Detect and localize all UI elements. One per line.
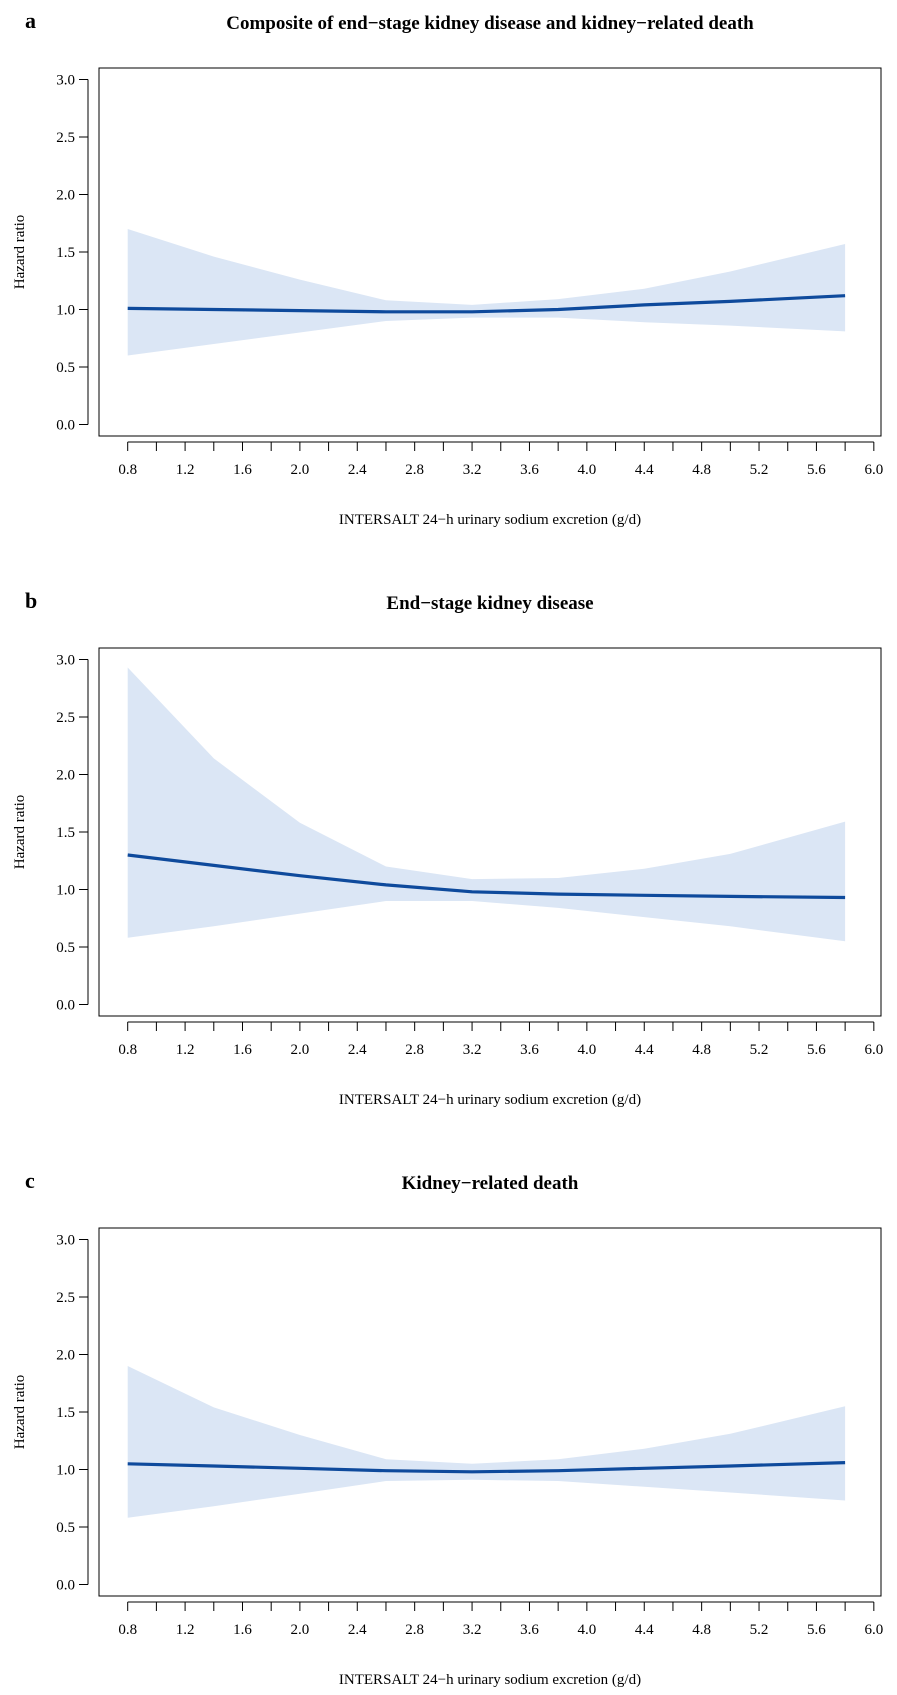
chart-title: Composite of end−stage kidney disease an… [226, 13, 754, 34]
x-tick-label: 2.0 [291, 1622, 310, 1638]
x-tick-label: 3.6 [520, 462, 539, 478]
y-tick-label: 1.5 [56, 1405, 75, 1421]
confidence-band [127, 229, 846, 356]
chart-panel-a: a Composite of end−stage kidney disease a… [12, 8, 883, 528]
y-tick-label: 0.5 [56, 1520, 75, 1536]
y-tick-label: 0.0 [56, 418, 75, 434]
panel-letter: a [25, 8, 36, 33]
x-tick-label: 5.6 [807, 1622, 826, 1638]
x-tick-label: 5.2 [750, 1622, 769, 1638]
x-tick-label: 1.6 [233, 1042, 252, 1058]
y-axis-label: Hazard ratio [12, 795, 28, 870]
x-tick-label: 2.8 [405, 1042, 424, 1058]
hazard-ratio-line [127, 294, 846, 314]
x-tick-label: 6.0 [864, 1622, 883, 1638]
y-tick-label: 2.0 [56, 188, 75, 204]
y-tick-label: 0.0 [56, 998, 75, 1014]
plot-frame [98, 67, 882, 437]
x-axis-label: INTERSALT 24−h urinary sodium excretion … [339, 512, 641, 528]
y-tick-label: 1.0 [56, 1463, 75, 1479]
x-tick-label: 2.8 [405, 1622, 424, 1638]
x-tick-label: 3.2 [463, 462, 482, 478]
y-tick-label: 2.0 [56, 1348, 75, 1364]
x-tick-label: 3.6 [520, 1622, 539, 1638]
chart-title: Kidney−related death [402, 1173, 579, 1194]
x-tick-label: 4.0 [577, 462, 596, 478]
x-tick-label: 2.4 [348, 462, 367, 478]
x-tick-label: 6.0 [864, 462, 883, 478]
plot-frame [98, 647, 882, 1017]
x-tick-label: 2.4 [348, 1042, 367, 1058]
x-tick-label: 0.8 [118, 462, 137, 478]
y-tick-label: 2.5 [56, 1290, 75, 1306]
x-tick-label: 2.4 [348, 1622, 367, 1638]
confidence-band [127, 667, 846, 942]
x-axis-label: INTERSALT 24−h urinary sodium excretion … [339, 1672, 641, 1688]
x-tick-label: 4.0 [577, 1622, 596, 1638]
y-tick-label: 2.5 [56, 130, 75, 146]
y-tick-label: 3.0 [56, 653, 75, 669]
x-tick-label: 1.2 [176, 1042, 195, 1058]
x-tick-label: 2.0 [291, 1042, 310, 1058]
x-tick-label: 5.6 [807, 462, 826, 478]
x-tick-label: 3.6 [520, 1042, 539, 1058]
x-tick-label: 3.2 [463, 1622, 482, 1638]
hazard-ratio-line [127, 1461, 846, 1474]
y-tick-label: 0.5 [56, 360, 75, 376]
y-tick-label: 0.5 [56, 940, 75, 956]
plot-frame [98, 1227, 882, 1597]
confidence-band [127, 1366, 846, 1518]
x-tick-label: 4.8 [692, 1042, 711, 1058]
x-tick-label: 1.2 [176, 462, 195, 478]
chart-panel-c: c Kidney−related death 0.8 1.2 1.6 2.0 2.4 2.8 3… [12, 1168, 883, 1688]
x-axis-label: INTERSALT 24−h urinary sodium excretion … [339, 1092, 641, 1108]
x-tick-label: 4.4 [635, 1622, 654, 1638]
y-tick-label: 0.0 [56, 1578, 75, 1594]
hazard-ratio-line [127, 853, 846, 900]
panel-letter: c [25, 1168, 35, 1193]
panel-letter: b [25, 588, 37, 613]
x-tick-label: 0.8 [118, 1042, 137, 1058]
x-tick-label: 5.6 [807, 1042, 826, 1058]
y-tick-label: 1.5 [56, 825, 75, 841]
y-tick-label: 1.0 [56, 883, 75, 899]
x-tick-label: 1.2 [176, 1622, 195, 1638]
y-tick-label: 1.5 [56, 245, 75, 261]
y-tick-label: 2.0 [56, 768, 75, 784]
y-axis-label: Hazard ratio [12, 215, 28, 290]
y-axis-label: Hazard ratio [12, 1375, 28, 1450]
y-tick-label: 2.5 [56, 710, 75, 726]
x-tick-label: 6.0 [864, 1042, 883, 1058]
y-tick-label: 1.0 [56, 303, 75, 319]
chart-panel-b: b End−stage kidney disease 0.8 1.2 1.6 2.0 2.4… [12, 588, 883, 1108]
x-tick-label: 5.2 [750, 462, 769, 478]
x-tick-label: 2.8 [405, 462, 424, 478]
y-tick-label: 3.0 [56, 1233, 75, 1249]
x-tick-label: 1.6 [233, 462, 252, 478]
x-tick-label: 4.8 [692, 462, 711, 478]
x-tick-label: 4.8 [692, 1622, 711, 1638]
x-tick-label: 0.8 [118, 1622, 137, 1638]
y-tick-label: 3.0 [56, 73, 75, 89]
x-tick-label: 4.4 [635, 1042, 654, 1058]
x-tick-label: 5.2 [750, 1042, 769, 1058]
x-tick-label: 2.0 [291, 462, 310, 478]
chart-title: End−stage kidney disease [386, 593, 593, 614]
x-tick-label: 4.0 [577, 1042, 596, 1058]
x-tick-label: 1.6 [233, 1622, 252, 1638]
x-tick-label: 4.4 [635, 462, 654, 478]
x-tick-label: 3.2 [463, 1042, 482, 1058]
